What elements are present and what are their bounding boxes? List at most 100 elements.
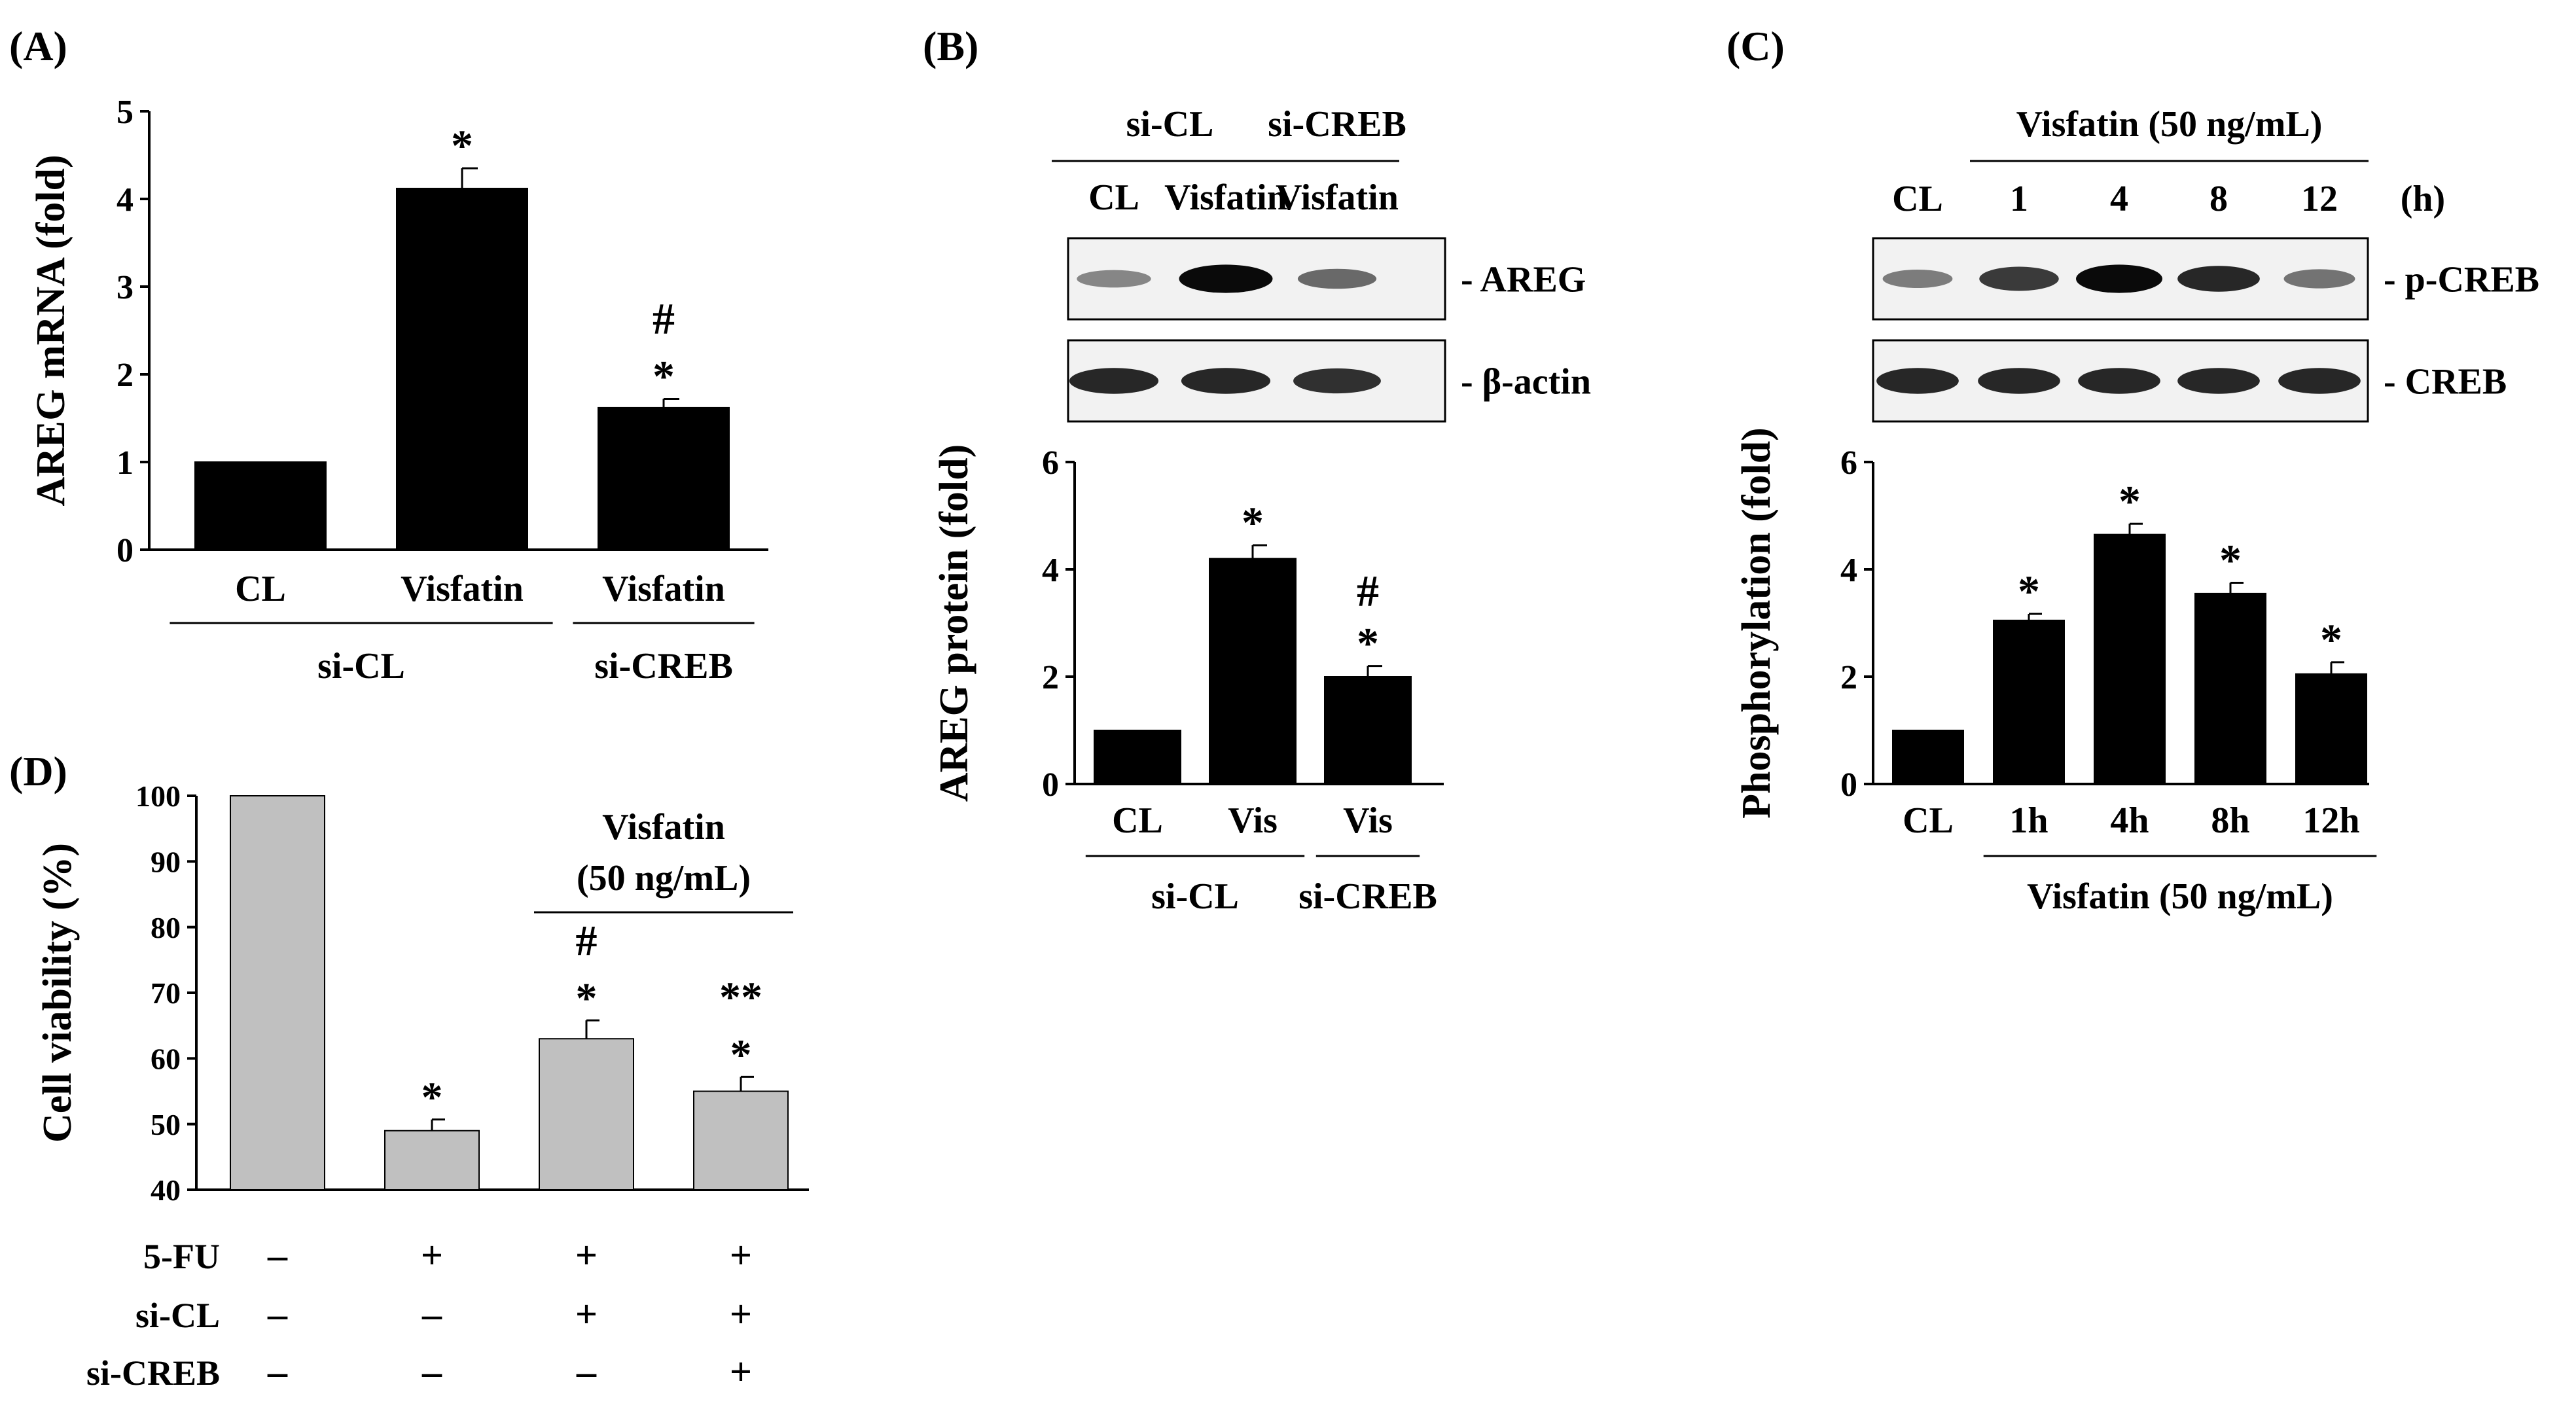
panel-c-label: (C): [1726, 23, 1785, 69]
blot-unit-label: (h): [2401, 179, 2445, 219]
significance-star: *: [2219, 535, 2242, 585]
blot-band: [1181, 368, 1271, 394]
panel-b-label: (B): [923, 23, 978, 69]
panel-c: (C) Visfatin (50 ng/mL) CL 1 4 8 12 (h) - p-CRE…: [1726, 23, 2539, 917]
treatment-mark: +: [575, 1293, 598, 1336]
blot-band: [2177, 266, 2260, 292]
x-category-label: 1h: [2009, 800, 2048, 841]
blot-lane-label: 1: [2010, 179, 2028, 219]
significance-star: *: [2320, 615, 2342, 664]
treatment-mark: +: [730, 1234, 752, 1277]
blot-lane-label: CL: [1892, 179, 1943, 219]
x-category-label: Vis: [1228, 800, 1278, 841]
y-tick-label: 0: [1840, 766, 1857, 804]
treatment-row-label: si-CREB: [86, 1353, 220, 1393]
blot-band: [1978, 368, 2060, 394]
treatment-mark: –: [576, 1350, 597, 1393]
x-category-label: CL: [1112, 800, 1163, 841]
blot-band: [1069, 368, 1159, 394]
bar: [598, 406, 730, 550]
x-category-label: Vis: [1343, 800, 1393, 841]
x-category-label: 4h: [2110, 800, 2149, 841]
bar: [384, 1130, 480, 1190]
significance-star: *: [421, 1074, 443, 1122]
treatment-mark: +: [730, 1350, 752, 1393]
significance-star: *: [2119, 476, 2141, 526]
significance-star: *: [576, 974, 598, 1022]
significance-star: *: [653, 351, 675, 401]
panel-d-label: (D): [9, 748, 67, 794]
blot-band: [2177, 368, 2260, 394]
blot-lane-label: Visfatin: [1276, 177, 1399, 218]
y-axis-label: AREG mRNA (fold): [29, 154, 73, 506]
x-category-label: Visfatin: [602, 569, 725, 609]
y-tick-label: 0: [1042, 766, 1059, 804]
y-tick-label: 80: [151, 911, 181, 944]
blot-band: [2076, 264, 2162, 293]
treatment-mark: +: [421, 1234, 443, 1277]
bar: [1324, 676, 1412, 785]
y-tick-label: 6: [1840, 444, 1857, 482]
y-tick-label: 5: [116, 94, 134, 131]
y-tick-label: 1: [116, 444, 134, 482]
significance-mark: #: [1357, 566, 1379, 616]
chart-c: 0 2 4 6 Phosphorylation (fold) * * * * CL 1h 4h 8h 12…: [1734, 427, 2377, 917]
y-tick-label: 100: [135, 779, 181, 813]
significance-star: *: [1242, 497, 1264, 547]
x-category-label: CL: [235, 569, 286, 609]
y-tick-label: 0: [116, 532, 134, 569]
bar: [1209, 558, 1297, 785]
y-tick-label: 3: [116, 269, 134, 306]
x-category-label: Visfatin: [401, 569, 524, 609]
bar: [194, 461, 327, 550]
blot-band: [2283, 269, 2355, 289]
y-tick-label: 70: [151, 976, 181, 1010]
y-tick-label: 60: [151, 1042, 181, 1075]
blot-band: [1077, 270, 1151, 288]
bar: [2194, 592, 2266, 785]
group-label: si-CREB: [594, 646, 733, 687]
treatment-mark: +: [575, 1234, 598, 1277]
bar: [693, 1090, 789, 1190]
chart-a: 0 1 2 3 4 5 AREG mRNA (fold) * * # CL Visfatin Visfa…: [29, 94, 768, 687]
y-tick-label: 2: [1840, 659, 1857, 696]
blot-lane-label: 4: [2110, 179, 2128, 219]
bar: [396, 187, 528, 551]
x-category-label: 8h: [2211, 800, 2249, 841]
blot-band: [1297, 268, 1377, 289]
y-tick-label: 50: [151, 1108, 181, 1141]
y-tick-label: 4: [116, 181, 134, 219]
blot-lane-label: 12: [2301, 179, 2338, 219]
blot-band: [1293, 368, 1381, 394]
blot-band: [1179, 264, 1273, 293]
significance-mark: **: [719, 973, 762, 1021]
treatment-row-label: 5-FU: [143, 1237, 220, 1276]
y-tick-label: 6: [1042, 444, 1059, 482]
blot-band: [1876, 368, 1959, 394]
blot-band: [2278, 368, 2361, 394]
panel-a: (A) 0 1 2 3 4 5 AREG mRNA (fold) * * # CL Visfatin V…: [9, 23, 768, 687]
blot-band-name: - AREG: [1461, 260, 1586, 300]
treatment-mark: –: [267, 1293, 288, 1336]
group-label: si-CL: [1151, 876, 1239, 917]
x-category-label: 12h: [2302, 800, 2359, 841]
bar: [539, 1038, 634, 1190]
y-axis-label: Cell viability (%): [35, 843, 80, 1143]
treatment-mark: –: [421, 1293, 442, 1336]
blot-group-label: si-CL: [1126, 104, 1214, 145]
blot-band: [2078, 368, 2160, 394]
blot-lane-label: 8: [2209, 179, 2228, 219]
y-tick-label: 2: [116, 357, 134, 394]
bar: [1892, 730, 1964, 785]
blot-lane-label: CL: [1088, 177, 1139, 218]
blot-band: [1882, 269, 1953, 289]
bar: [2094, 533, 2166, 785]
bar: [1094, 730, 1181, 785]
group-label: (50 ng/mL): [577, 858, 751, 899]
significance-star: *: [451, 120, 473, 170]
blot-group-label: si-CREB: [1268, 104, 1406, 145]
treatment-mark: –: [421, 1350, 442, 1393]
